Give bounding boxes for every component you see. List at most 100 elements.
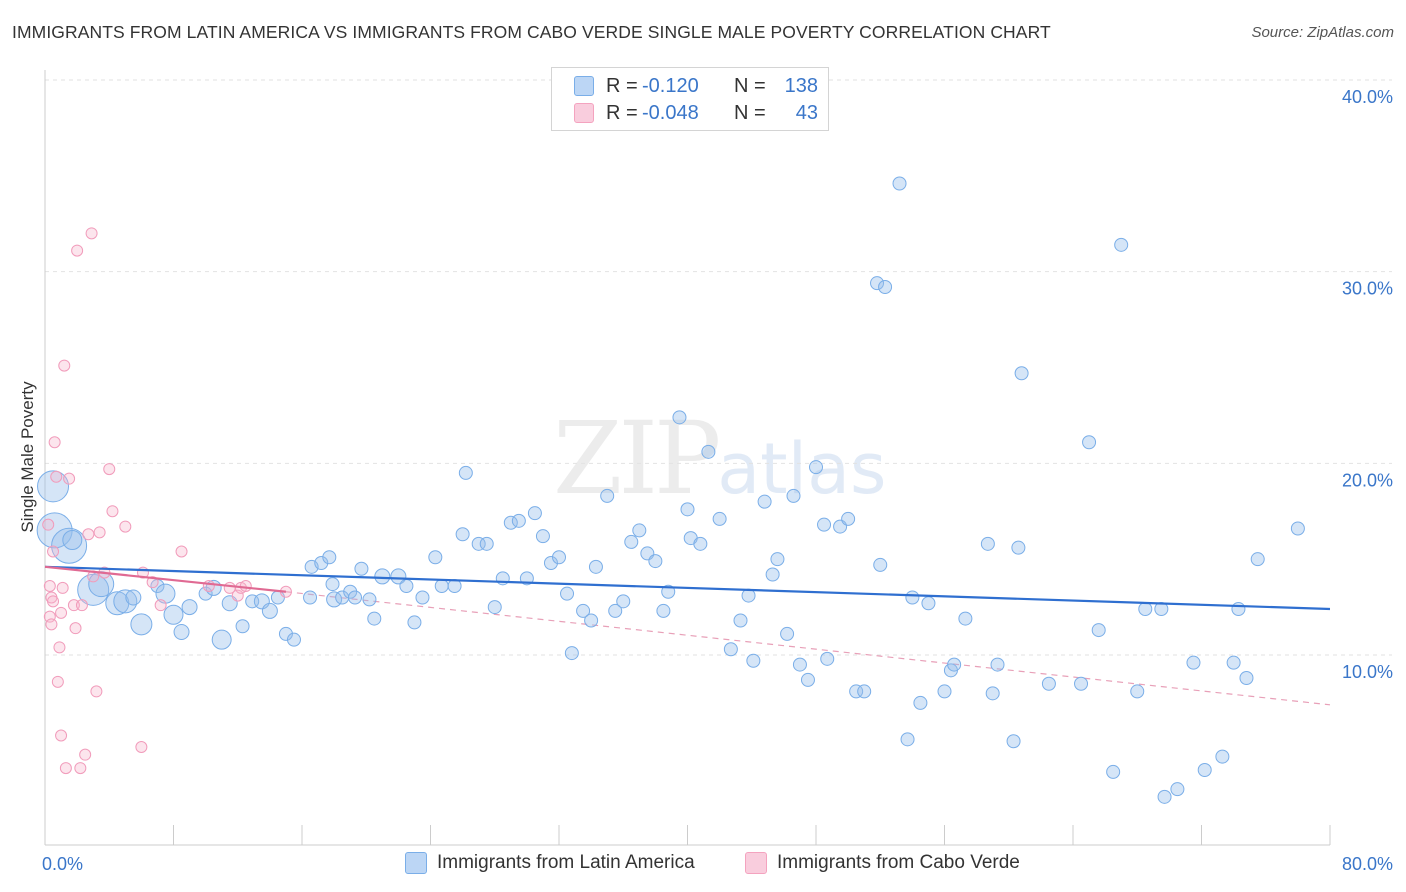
data-point-latin-america (434, 579, 449, 593)
data-point-latin-america (820, 651, 835, 666)
x-tick-label: 0.0% (42, 854, 83, 874)
data-point-latin-america (947, 657, 962, 672)
data-point-cabo-verde (71, 244, 84, 257)
data-point-cabo-verde (56, 581, 69, 594)
data-point-latin-america (125, 589, 142, 606)
data-point-cabo-verde (154, 599, 167, 612)
data-point-latin-america (211, 629, 232, 650)
data-point-latin-america (503, 515, 518, 530)
legend-n-label: N = (734, 101, 766, 124)
data-point-latin-america (62, 530, 83, 550)
data-point-latin-america (921, 596, 936, 611)
data-point-cabo-verde (45, 618, 58, 631)
data-point-latin-america (661, 584, 676, 599)
data-point-latin-america (163, 604, 184, 625)
legend-n-value: 43 (795, 101, 818, 124)
data-point-latin-america (390, 568, 407, 585)
data-point-latin-america (913, 695, 928, 710)
data-point-latin-america (487, 600, 502, 615)
data-point-latin-america (367, 611, 382, 626)
legend-r-label: R = (606, 74, 638, 97)
data-point-latin-america (588, 559, 603, 574)
data-point-cabo-verde (231, 589, 244, 602)
data-point-latin-america (786, 488, 801, 503)
data-point-latin-america (878, 280, 893, 294)
data-point-latin-america (616, 594, 631, 609)
data-point-latin-america (1074, 676, 1089, 691)
data-point-cabo-verde (55, 729, 68, 742)
data-point-latin-america (1014, 366, 1029, 381)
data-point-latin-america (1170, 782, 1185, 797)
data-point-latin-america (765, 567, 780, 582)
data-point-cabo-verde (175, 545, 188, 558)
data-point-latin-america (1082, 435, 1097, 450)
watermark: ZIPatlas (553, 400, 886, 517)
data-point-latin-america (900, 732, 915, 747)
data-point-latin-america (1197, 763, 1212, 777)
data-point-latin-america (632, 523, 647, 538)
data-point-latin-america (348, 590, 363, 605)
data-point-cabo-verde (85, 227, 98, 240)
data-point-latin-america (873, 557, 888, 572)
chart-title: IMMIGRANTS FROM LATIN AMERICA VS IMMIGRA… (12, 22, 1051, 42)
data-point-latin-america (37, 470, 70, 503)
bottom-legend-label-pink: Immigrants from Cabo Verde (777, 852, 1020, 873)
data-point-latin-america (817, 517, 832, 532)
data-point-latin-america (1157, 789, 1172, 804)
data-point-cabo-verde (51, 675, 64, 688)
data-point-latin-america (809, 460, 823, 475)
watermark-sub: atlas (717, 428, 887, 510)
data-point-latin-america (198, 586, 213, 601)
data-point-latin-america (261, 602, 278, 619)
data-point-latin-america (1130, 684, 1145, 699)
data-point-latin-america (701, 444, 716, 459)
data-point-latin-america (458, 465, 473, 480)
data-point-cabo-verde (42, 518, 55, 531)
y-tick-label: 40.0% (1342, 87, 1393, 107)
legend-swatch-pink (574, 103, 594, 123)
legend-n-label: N = (734, 74, 766, 97)
data-point-cabo-verde (59, 762, 72, 775)
data-point-cabo-verde (79, 748, 92, 761)
data-point-latin-america (584, 613, 599, 628)
data-point-latin-america (1106, 764, 1121, 779)
data-point-latin-america (560, 586, 575, 601)
data-point-latin-america (1091, 623, 1106, 638)
data-point-cabo-verde (202, 580, 215, 592)
data-point-latin-america (479, 536, 494, 551)
data-point-latin-america (354, 561, 369, 576)
data-point-latin-america (800, 672, 815, 687)
data-point-latin-america (1290, 521, 1305, 536)
data-point-latin-america (780, 626, 795, 641)
trend-line-cabo-verde (44, 565, 287, 593)
data-point-cabo-verde (103, 463, 116, 476)
data-point-cabo-verde (47, 545, 60, 558)
data-point-latin-america (746, 653, 761, 668)
data-point-cabo-verde (93, 526, 106, 539)
legend-swatch-blue (574, 76, 594, 96)
legend-r-value: -0.120 (642, 74, 699, 97)
data-point-latin-america (130, 613, 153, 636)
data-point-latin-america (325, 577, 340, 592)
correlation-legend: R = -0.120 N = 138 R = -0.048 N = 43 (551, 67, 829, 131)
data-point-latin-america (870, 276, 885, 291)
data-point-latin-america (1114, 237, 1129, 252)
data-point-latin-america (407, 615, 422, 630)
data-point-latin-america (1138, 602, 1153, 616)
data-point-latin-america (624, 534, 639, 549)
data-point-latin-america (693, 536, 708, 551)
data-point-latin-america (672, 410, 687, 425)
data-point-latin-america (680, 502, 695, 517)
data-point-latin-america (723, 642, 738, 657)
data-point-cabo-verde (90, 685, 103, 698)
data-point-cabo-verde (53, 641, 66, 654)
data-point-latin-america (892, 176, 907, 191)
data-point-latin-america (648, 554, 663, 569)
data-point-latin-america (303, 590, 318, 605)
data-point-cabo-verde (75, 599, 88, 612)
data-point-latin-america (1231, 602, 1246, 616)
data-point-latin-america (980, 536, 995, 551)
data-point-latin-america (543, 556, 558, 570)
legend-row-latin-america: R = -0.120 N = 138 (574, 74, 818, 98)
data-point-cabo-verde (82, 528, 95, 541)
